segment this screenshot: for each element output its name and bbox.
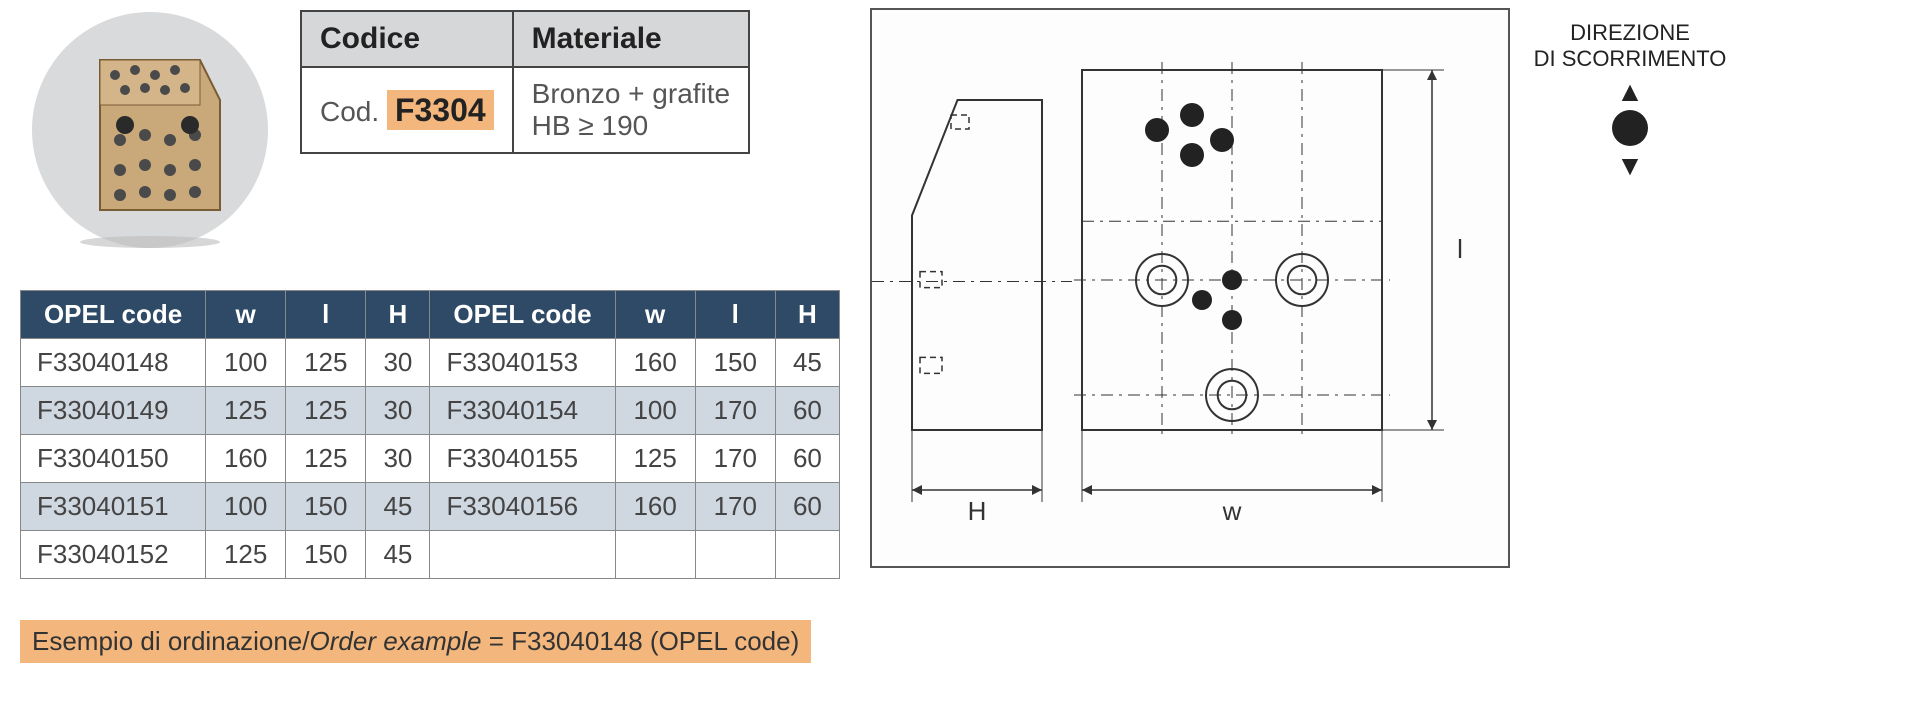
- table-cell: 160: [206, 435, 286, 483]
- table-row: F3304014912512530F3304015410017060: [21, 387, 840, 435]
- col-w-1: w: [206, 291, 286, 339]
- table-cell: [695, 531, 775, 579]
- svg-text:w: w: [1222, 496, 1242, 526]
- info-code-cell: Cod. F3304: [301, 67, 513, 153]
- table-cell: F33040151: [21, 483, 206, 531]
- col-H-2: H: [775, 291, 839, 339]
- material-line1: Bronzo + grafite: [532, 78, 730, 110]
- data-header-row: OPEL code w l H OPEL code w l H: [21, 291, 840, 339]
- table-cell: 125: [206, 387, 286, 435]
- direction-line1: DIREZIONE: [1530, 20, 1730, 46]
- arrow-up-icon: ▲: [1530, 78, 1730, 106]
- table-cell: 125: [206, 531, 286, 579]
- col-H-1: H: [366, 291, 430, 339]
- order-label-it: Esempio di ordinazione: [32, 626, 302, 656]
- order-example: Esempio di ordinazione/Order example = F…: [20, 620, 811, 663]
- table-cell: 60: [775, 483, 839, 531]
- table-cell: 45: [775, 339, 839, 387]
- col-w-2: w: [615, 291, 695, 339]
- table-cell: 100: [615, 387, 695, 435]
- table-cell: 30: [366, 435, 430, 483]
- table-cell: F33040148: [21, 339, 206, 387]
- table-cell: 150: [286, 483, 366, 531]
- table-cell: F33040153: [430, 339, 615, 387]
- svg-text:l: l: [1457, 234, 1463, 264]
- table-row: F3304015110015045F3304015616017060: [21, 483, 840, 531]
- info-header-materiale: Materiale: [513, 11, 749, 67]
- table-cell: [775, 531, 839, 579]
- product-image: [30, 10, 270, 250]
- order-value: F33040148 (OPEL code): [511, 626, 799, 656]
- direction-indicator: DIREZIONE DI SCORRIMENTO ▲ ▼: [1530, 20, 1730, 180]
- table-cell: F33040149: [21, 387, 206, 435]
- table-cell: 170: [695, 483, 775, 531]
- table-cell: [430, 531, 615, 579]
- table-cell: 30: [366, 387, 430, 435]
- table-row: F3304014810012530F3304015316015045: [21, 339, 840, 387]
- col-l-2: l: [695, 291, 775, 339]
- direction-line2: DI SCORRIMENTO: [1530, 46, 1730, 72]
- order-label-en: Order example: [310, 626, 482, 656]
- table-cell: F33040156: [430, 483, 615, 531]
- table-cell: 160: [615, 339, 695, 387]
- table-cell: 160: [615, 483, 695, 531]
- col-opel-2: OPEL code: [430, 291, 615, 339]
- info-header-codice: Codice: [301, 11, 513, 67]
- table-cell: 150: [286, 531, 366, 579]
- table-cell: 125: [286, 387, 366, 435]
- table-cell: 125: [286, 435, 366, 483]
- data-table: OPEL code w l H OPEL code w l H F3304014…: [20, 290, 840, 579]
- table-row: F3304015016012530F3304015512517060: [21, 435, 840, 483]
- technical-diagram: Hw l: [872, 10, 1512, 570]
- table-cell: 100: [206, 483, 286, 531]
- table-cell: 170: [695, 435, 775, 483]
- table-cell: 45: [366, 483, 430, 531]
- arrow-down-icon: ▼: [1530, 152, 1730, 180]
- table-cell: 45: [366, 531, 430, 579]
- table-cell: F33040152: [21, 531, 206, 579]
- code-value: F3304: [387, 90, 494, 130]
- svg-text:H: H: [968, 496, 987, 526]
- table-cell: 125: [615, 435, 695, 483]
- code-prefix: Cod.: [320, 96, 387, 127]
- diagram-panel: Hw l: [870, 8, 1510, 568]
- table-cell: 60: [775, 387, 839, 435]
- col-l-1: l: [286, 291, 366, 339]
- table-cell: 170: [695, 387, 775, 435]
- table-cell: 60: [775, 435, 839, 483]
- material-line2: HB ≥ 190: [532, 110, 730, 142]
- table-cell: 150: [695, 339, 775, 387]
- table-cell: 100: [206, 339, 286, 387]
- col-opel-1: OPEL code: [21, 291, 206, 339]
- info-table: Codice Materiale Cod. F3304 Bronzo + gra…: [300, 10, 750, 154]
- direction-dot-icon: [1612, 110, 1648, 146]
- table-cell: F33040155: [430, 435, 615, 483]
- table-row: F3304015212515045: [21, 531, 840, 579]
- table-cell: F33040154: [430, 387, 615, 435]
- table-cell: [615, 531, 695, 579]
- table-cell: F33040150: [21, 435, 206, 483]
- table-cell: 30: [366, 339, 430, 387]
- table-cell: 125: [286, 339, 366, 387]
- info-material-cell: Bronzo + grafite HB ≥ 190: [513, 67, 749, 153]
